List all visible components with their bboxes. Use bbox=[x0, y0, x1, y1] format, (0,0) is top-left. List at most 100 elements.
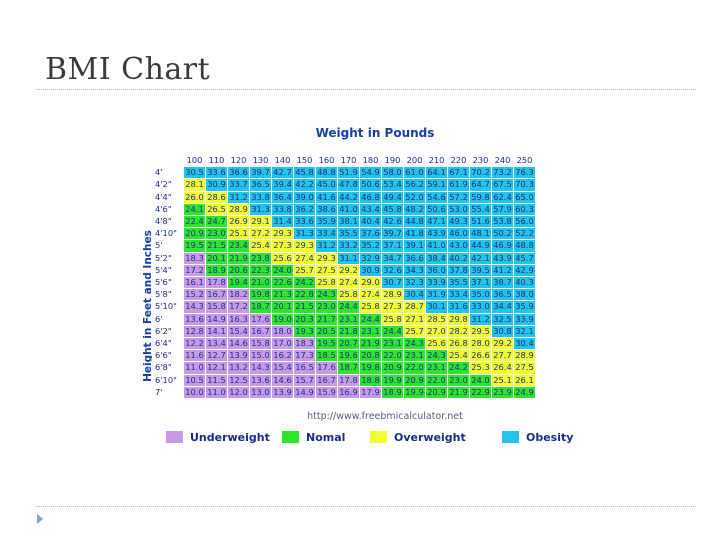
bmi-cell: 30.7 bbox=[381, 276, 404, 290]
bmi-cell: 19.4 bbox=[227, 276, 250, 290]
bmi-cell: 31.3 bbox=[249, 202, 272, 217]
bmi-cell: 19.8 bbox=[359, 361, 382, 375]
legend: Underweight Nomal Overweight Obesity bbox=[166, 429, 586, 445]
bmi-cell: 27.3 bbox=[381, 300, 404, 314]
bmi-cell: 23.1 bbox=[403, 349, 426, 363]
weight-header: 180 bbox=[359, 153, 382, 168]
bmi-cell: 24.2 bbox=[447, 361, 470, 375]
table-corner bbox=[152, 153, 184, 168]
height-label: 4'4" bbox=[152, 190, 184, 204]
bmi-cell: 27.4 bbox=[293, 251, 316, 265]
bmi-cell: 62.4 bbox=[491, 190, 514, 204]
bmi-cell: 13.9 bbox=[227, 349, 250, 363]
bmi-cell: 41.0 bbox=[337, 202, 360, 217]
bmi-cell: 11.0 bbox=[183, 361, 206, 375]
bmi-cell: 35.2 bbox=[359, 239, 382, 253]
bmi-cell: 51.9 bbox=[337, 166, 360, 180]
table-row: 5'10" 14.3 15.8 17.2 18.7 20.1 21.5 23.0 24.4 25.… bbox=[152, 300, 536, 314]
bmi-cell: 15.8 bbox=[205, 300, 228, 314]
bmi-cell: 20.1 bbox=[271, 300, 294, 314]
bmi-cell: 23.0 bbox=[315, 300, 338, 314]
bmi-cell: 21.5 bbox=[293, 300, 316, 314]
bmi-cell: 20.7 bbox=[337, 337, 360, 351]
bmi-cell: 15.7 bbox=[293, 373, 316, 387]
bmi-cell: 64.1 bbox=[425, 166, 448, 180]
bmi-cell: 25.7 bbox=[403, 324, 426, 339]
bmi-cell: 33.8 bbox=[249, 190, 272, 204]
bmi-cell: 18.3 bbox=[293, 337, 316, 351]
bmi-cell: 27.7 bbox=[491, 349, 514, 363]
bmi-cell: 61.9 bbox=[447, 178, 470, 192]
height-label: 5'8" bbox=[152, 288, 184, 302]
bmi-cell: 32.3 bbox=[403, 276, 426, 290]
bmi-cell: 48.2 bbox=[403, 202, 426, 217]
bmi-cell: 27.5 bbox=[513, 361, 536, 375]
height-label: 6'10" bbox=[152, 373, 184, 387]
bmi-cell: 59.1 bbox=[425, 178, 448, 192]
weight-header: 130 bbox=[249, 153, 272, 168]
bmi-cell: 29.2 bbox=[491, 337, 514, 351]
source-url: http://www.freebmicalculator.net bbox=[307, 411, 463, 422]
bmi-cell: 42.7 bbox=[271, 166, 294, 180]
bmi-cell: 26.8 bbox=[447, 337, 470, 351]
bmi-cell: 31.2 bbox=[315, 239, 338, 253]
bmi-cell: 44.8 bbox=[403, 215, 426, 229]
bmi-cell: 23.8 bbox=[249, 251, 272, 265]
bmi-cell: 37.1 bbox=[381, 239, 404, 253]
table-row: 6'4" 12.2 13.4 14.6 15.8 17.0 18.3 19.5 20.7 21.9… bbox=[152, 337, 536, 351]
bmi-cell: 20.8 bbox=[359, 349, 382, 363]
bmi-cell: 38.0 bbox=[513, 288, 536, 302]
weight-header: 220 bbox=[447, 153, 470, 168]
bmi-cell: 57.9 bbox=[491, 202, 514, 217]
bmi-cell: 14.9 bbox=[205, 312, 228, 326]
bmi-cell: 73.2 bbox=[491, 166, 514, 180]
bmi-cell: 20.5 bbox=[315, 324, 338, 339]
bmi-cell: 21.9 bbox=[227, 251, 250, 265]
height-label: 6'6" bbox=[152, 349, 184, 363]
bmi-cell: 36.5 bbox=[491, 288, 514, 302]
bmi-cell: 64.7 bbox=[469, 178, 492, 192]
chart-title: Weight in Pounds bbox=[315, 126, 435, 140]
bmi-cell: 13.0 bbox=[249, 385, 272, 400]
bmi-cell: 14.6 bbox=[227, 337, 250, 351]
bmi-cell: 24.4 bbox=[381, 324, 404, 339]
bmi-cell: 11.0 bbox=[205, 385, 228, 400]
bmi-cell: 13.9 bbox=[271, 385, 294, 400]
bmi-cell: 17.8 bbox=[337, 373, 360, 387]
bmi-cell: 22.4 bbox=[183, 215, 206, 229]
bmi-cell: 26.5 bbox=[205, 202, 228, 217]
bmi-cell: 29.2 bbox=[337, 263, 360, 278]
bmi-cell: 17.3 bbox=[293, 349, 316, 363]
bmi-cell: 12.2 bbox=[183, 337, 206, 351]
bmi-cell: 42.6 bbox=[381, 215, 404, 229]
bullet-arrow-icon bbox=[37, 514, 43, 524]
bmi-cell: 43.0 bbox=[447, 239, 470, 253]
bmi-cell: 18.2 bbox=[227, 288, 250, 302]
bmi-cell: 14.6 bbox=[271, 373, 294, 387]
weight-header: 190 bbox=[381, 153, 404, 168]
bmi-cell: 28.9 bbox=[513, 349, 536, 363]
bmi-cell: 38.7 bbox=[491, 276, 514, 290]
height-label: 5'10" bbox=[152, 300, 184, 314]
bmi-cell: 17.9 bbox=[359, 385, 382, 400]
bmi-cell: 56.0 bbox=[513, 215, 536, 229]
bmi-cell: 29.3 bbox=[293, 239, 316, 253]
table-row: 6'6" 11.6 12.7 13.9 15.0 16.2 17.3 18.5 19.6 20.8… bbox=[152, 349, 536, 363]
bmi-cell: 16.2 bbox=[271, 349, 294, 363]
bmi-cell: 44.2 bbox=[337, 190, 360, 204]
bmi-cell: 24.3 bbox=[315, 288, 338, 302]
bmi-cell: 27.5 bbox=[315, 263, 338, 278]
bmi-cell: 42.2 bbox=[293, 178, 316, 192]
bmi-cell: 58.0 bbox=[381, 166, 404, 180]
bmi-cell: 28.1 bbox=[183, 178, 206, 192]
bmi-cell: 46.0 bbox=[447, 227, 470, 241]
table-row: 6'8" 11.0 12.1 13.2 14.3 15.4 16.5 17.6 18.7 19.8… bbox=[152, 361, 536, 375]
top-divider bbox=[36, 89, 696, 90]
bmi-cell: 39.5 bbox=[469, 263, 492, 278]
bmi-cell: 19.8 bbox=[249, 288, 272, 302]
weight-header: 140 bbox=[271, 153, 294, 168]
bmi-cell: 24.0 bbox=[271, 263, 294, 278]
bmi-cell: 50.2 bbox=[491, 227, 514, 241]
bmi-cell: 29.5 bbox=[469, 324, 492, 339]
bmi-cell: 16.7 bbox=[249, 324, 272, 339]
